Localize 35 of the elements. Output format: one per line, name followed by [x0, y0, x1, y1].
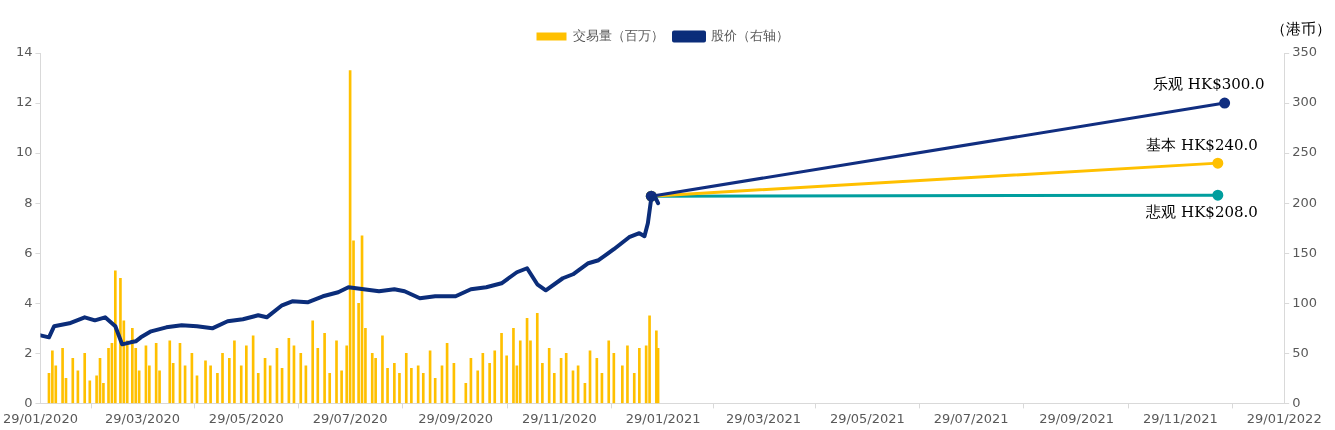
- x-tick-label: 29/01/2020: [3, 410, 78, 426]
- y2-tick-label: 300: [1292, 94, 1318, 110]
- y-tick-label: 0: [24, 394, 33, 410]
- x-tick-label: 29/09/2020: [418, 410, 494, 426]
- y-tick-label: 12: [15, 94, 33, 110]
- x-tick-label: 29/09/2021: [1039, 410, 1115, 426]
- x-tick-label: 29/03/2021: [726, 410, 802, 426]
- y2-axis-title: （港币）: [1271, 19, 1331, 38]
- y-tick-label: 10: [15, 144, 33, 160]
- y2-tick-label: 200: [1292, 194, 1318, 210]
- data-label: 乐观 HK$300.0: [1153, 75, 1265, 94]
- y-tick-label: 2: [24, 344, 33, 360]
- data-label: 悲观 HK$208.0: [1145, 202, 1258, 221]
- legend-label: 股价（右轴）: [710, 27, 789, 43]
- x-tick-label: 29/05/2020: [208, 410, 284, 426]
- y-tick-label: 14: [15, 44, 33, 60]
- y-tick-label: 6: [24, 244, 33, 260]
- x-tick-label: 29/05/2021: [829, 410, 905, 426]
- y2-tick-label: 250: [1292, 144, 1318, 160]
- y2-tick-label: 50: [1292, 344, 1309, 360]
- y2-tick-label: 0: [1292, 394, 1301, 410]
- x-tick-label: 29/07/2020: [312, 410, 388, 426]
- legend-label: 交易量（百万）: [573, 27, 664, 43]
- x-tick-label: 29/11/2021: [1142, 410, 1218, 426]
- y-tick-label: 4: [24, 294, 33, 310]
- y2-tick-label: 150: [1292, 244, 1318, 260]
- y2-tick-label: 350: [1292, 44, 1318, 60]
- y-tick-label: 8: [24, 194, 33, 210]
- x-tick-label: 29/07/2021: [933, 410, 1009, 426]
- data-label: 基本 HK$240.0: [1146, 135, 1258, 154]
- x-tick-label: 29/03/2020: [105, 410, 181, 426]
- x-tick-label: 29/01/2021: [625, 410, 701, 426]
- x-tick-label: 29/01/2022: [1246, 410, 1322, 426]
- x-tick-label: 29/11/2020: [521, 410, 597, 426]
- y2-tick-label: 100: [1292, 294, 1318, 310]
